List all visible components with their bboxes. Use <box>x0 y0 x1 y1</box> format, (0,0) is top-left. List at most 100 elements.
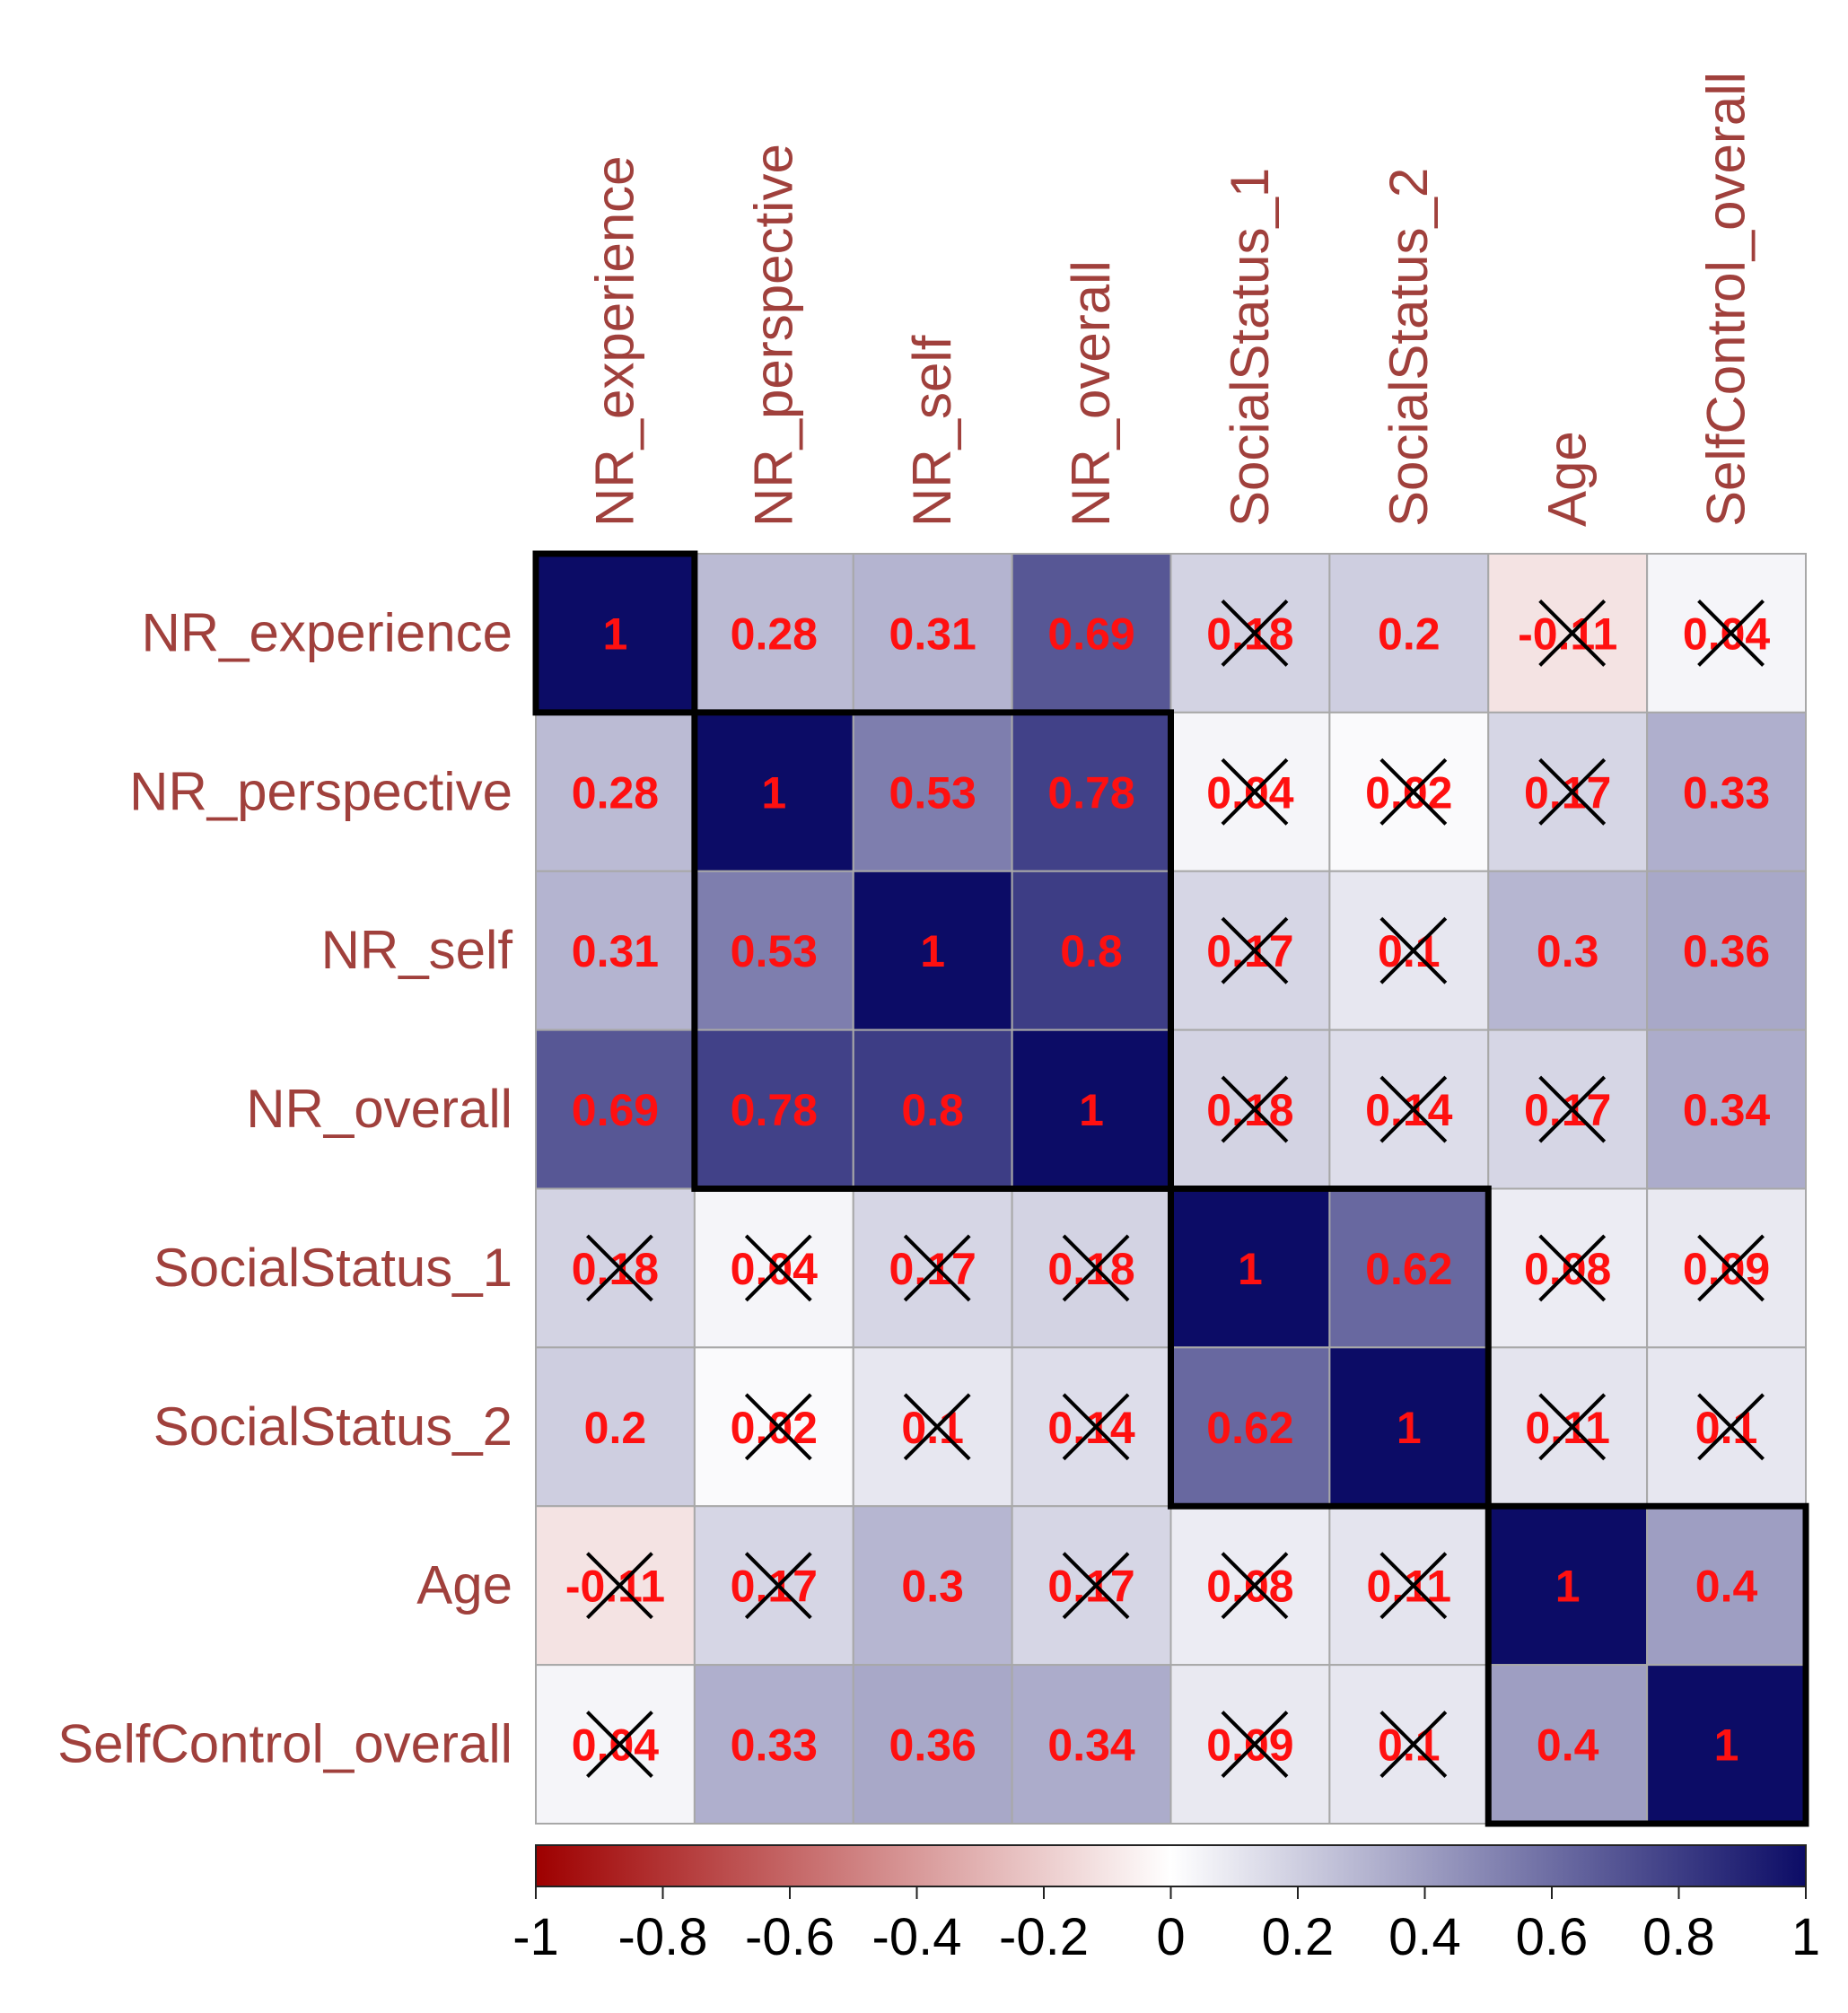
cell-selfcontrol-overall-age: 0.4 <box>1487 1664 1649 1825</box>
non-significant-cross <box>903 1234 971 1302</box>
cell-fill <box>1646 711 1807 872</box>
cell-nr-experience-nr-perspective: 0.28 <box>693 553 854 713</box>
colorbar-gradient <box>535 1844 1807 1887</box>
non-significant-cross <box>1538 1075 1607 1143</box>
cell-fill <box>1169 1505 1331 1667</box>
cell-fill <box>693 553 854 713</box>
cell-nr-self-selfcontrol-overall: 0.36 <box>1646 870 1807 1031</box>
colorbar-tick-label: 0.4 <box>1388 1908 1461 1966</box>
cell-value: 0.62 <box>1365 1244 1452 1294</box>
non-significant-cross <box>1538 1234 1607 1302</box>
cell-fill <box>693 1664 854 1825</box>
cell-fill <box>1169 1187 1331 1349</box>
row-label-nr-perspective: NR_perspective <box>129 761 512 821</box>
non-significant-cross <box>744 1393 812 1461</box>
cell-value: 0.53 <box>731 926 818 976</box>
cell-value: 0.31 <box>572 926 659 976</box>
cell-nr-overall-socialstatus-1: 0.18 <box>1169 1028 1331 1190</box>
non-significant-cross <box>744 1234 812 1302</box>
cell-nr-overall-nr-experience: 0.69 <box>535 1028 696 1190</box>
cell-value: 0.69 <box>572 1085 659 1135</box>
cell-fill <box>1487 870 1649 1031</box>
cell-value: 0.04 <box>1683 608 1771 659</box>
cell-value: 0.36 <box>889 1720 977 1771</box>
cell-fill <box>1328 1505 1490 1667</box>
cell-socialstatus-1-socialstatus-1: 1 <box>1169 1187 1331 1349</box>
non-significant-cross <box>1538 757 1607 826</box>
cell-value: 0.04 <box>1206 767 1294 818</box>
row-label-nr-experience: NR_experience <box>141 602 512 662</box>
row-labels: NR_experience NR_perspective NR_self NR_ove… <box>57 602 512 1773</box>
cluster-box-2 <box>691 709 1174 1192</box>
cell-nr-experience-selfcontrol-overall: 0.04 <box>1646 553 1807 713</box>
cell-value: 0.18 <box>572 1244 659 1294</box>
cell-fill <box>1011 1664 1172 1825</box>
non-significant-cross <box>1379 916 1448 985</box>
cell-nr-perspective-socialstatus-1: 0.04 <box>1169 711 1331 872</box>
non-significant-cross <box>1221 1711 1289 1778</box>
non-significant-cross <box>1221 600 1289 667</box>
cell-value: 1 <box>920 926 945 976</box>
colorbar-tick-label: -1 <box>512 1908 559 1966</box>
cell-age-nr-overall: 0.17 <box>1011 1505 1172 1667</box>
non-significant-cross <box>1062 1393 1130 1461</box>
cell-value: 0.31 <box>889 608 977 659</box>
cell-value: 0.17 <box>1047 1562 1134 1612</box>
cell-fill <box>1169 711 1331 872</box>
cell-value: 0.4 <box>1537 1720 1599 1771</box>
cell-value: 0.04 <box>572 1720 660 1771</box>
cell-age-socialstatus-1: 0.08 <box>1169 1505 1331 1667</box>
cell-fill <box>1011 1028 1172 1190</box>
cell-value: 0.02 <box>1365 767 1452 818</box>
cell-value: 0.69 <box>1047 608 1134 659</box>
cell-value: 0.78 <box>1047 767 1134 818</box>
non-significant-cross <box>1538 600 1607 667</box>
cell-selfcontrol-overall-selfcontrol-overall: 1 <box>1646 1664 1807 1825</box>
cell-value: 0.33 <box>1683 767 1770 818</box>
cell-value: 0.28 <box>731 608 818 659</box>
cell-fill <box>1328 870 1490 1031</box>
non-significant-cross <box>903 1393 971 1461</box>
colorbar: -1 -0.8 -0.6 -0.4 -0.2 0 0.2 0.4 0.6 0.8 1 <box>512 1844 1820 1966</box>
cell-nr-self-nr-overall: 0.8 <box>1011 870 1172 1031</box>
cell-socialstatus-2-nr-perspective: 0.02 <box>693 1346 854 1508</box>
cell-fill <box>1011 1346 1172 1508</box>
cell-fill <box>1328 553 1490 713</box>
cell-fill <box>852 1505 1013 1667</box>
cell-fill <box>693 1346 854 1508</box>
colorbar-tick-label: -0.6 <box>745 1908 835 1966</box>
cell-fill <box>1646 553 1807 713</box>
cluster-boxes <box>532 550 1809 1827</box>
cell-fill <box>1328 1664 1490 1825</box>
cell-socialstatus-2-nr-self: 0.1 <box>852 1346 1013 1508</box>
cell-value: 0.62 <box>1206 1403 1293 1453</box>
column-label-age: Age <box>1537 431 1598 527</box>
cell-fill <box>1011 1505 1172 1667</box>
cell-socialstatus-1-nr-perspective: 0.04 <box>693 1187 854 1349</box>
cell-fill <box>1328 711 1490 872</box>
cell-fill <box>852 1346 1013 1508</box>
non-significant-cross <box>1697 1234 1765 1302</box>
cell-value: 1 <box>1397 1403 1422 1453</box>
cell-nr-overall-nr-self: 0.8 <box>852 1028 1013 1190</box>
cell-value: 0.18 <box>1047 1244 1134 1294</box>
cluster-box-3 <box>1168 1186 1492 1510</box>
cell-value: 0.3 <box>901 1562 964 1612</box>
colorbar-tick-label: 0 <box>1156 1908 1185 1966</box>
cell-value: 0.28 <box>572 767 659 818</box>
cell-nr-perspective-selfcontrol-overall: 0.33 <box>1646 711 1807 872</box>
cell-age-socialstatus-2: 0.11 <box>1328 1505 1490 1667</box>
cell-nr-perspective-age: 0.17 <box>1487 711 1649 872</box>
cell-age-nr-perspective: 0.17 <box>693 1505 854 1667</box>
cell-selfcontrol-overall-socialstatus-2: 0.1 <box>1328 1664 1490 1825</box>
cell-socialstatus-1-socialstatus-2: 0.62 <box>1328 1187 1490 1349</box>
cell-value: 0.34 <box>1683 1085 1771 1135</box>
cell-fill <box>852 870 1013 1031</box>
cell-age-nr-self: 0.3 <box>852 1505 1013 1667</box>
non-significant-cross <box>1379 757 1448 826</box>
cell-fill <box>535 553 696 713</box>
non-significant-cross <box>1379 1075 1448 1143</box>
cell-value: 0.53 <box>889 767 977 818</box>
cell-value: 0.14 <box>1047 1403 1135 1453</box>
cell-nr-perspective-nr-self: 0.53 <box>852 711 1013 872</box>
